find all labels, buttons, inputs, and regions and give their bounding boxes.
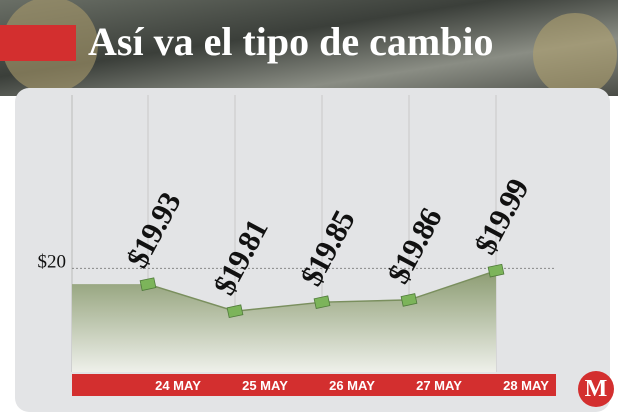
- bill-marker: [226, 304, 244, 319]
- x-tick-label: 25 MAY: [242, 378, 288, 393]
- area-fill: [72, 270, 496, 372]
- coin: [533, 13, 617, 97]
- logo: [578, 371, 614, 407]
- x-tick-label: 27 MAY: [416, 378, 462, 393]
- chart-title: Así va el tipo de cambio: [88, 19, 494, 64]
- title-accent: [0, 25, 76, 61]
- header-background: [0, 0, 618, 96]
- bill-marker: [313, 295, 331, 310]
- x-tick-label: 24 MAY: [155, 378, 201, 393]
- x-band: [72, 374, 556, 396]
- bill-marker: [400, 293, 418, 307]
- x-tick-label: 26 MAY: [329, 378, 375, 393]
- y-tick-label: $20: [38, 251, 67, 272]
- logo-text: M: [585, 376, 608, 402]
- x-tick-label: 28 MAY: [503, 378, 549, 393]
- bill-marker: [487, 263, 505, 278]
- bill-marker: [139, 277, 157, 291]
